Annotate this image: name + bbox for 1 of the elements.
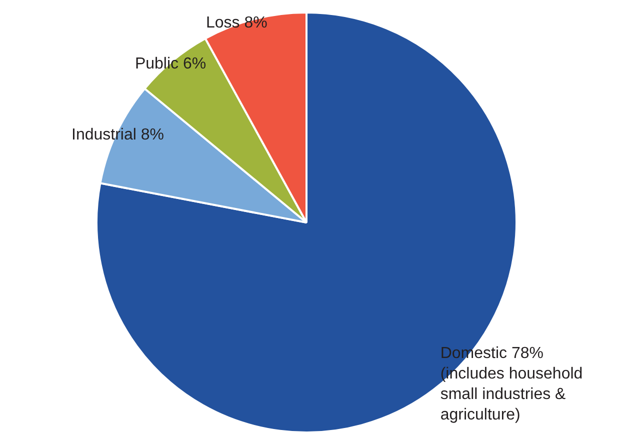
slice-label: Loss 8% [206,14,268,32]
